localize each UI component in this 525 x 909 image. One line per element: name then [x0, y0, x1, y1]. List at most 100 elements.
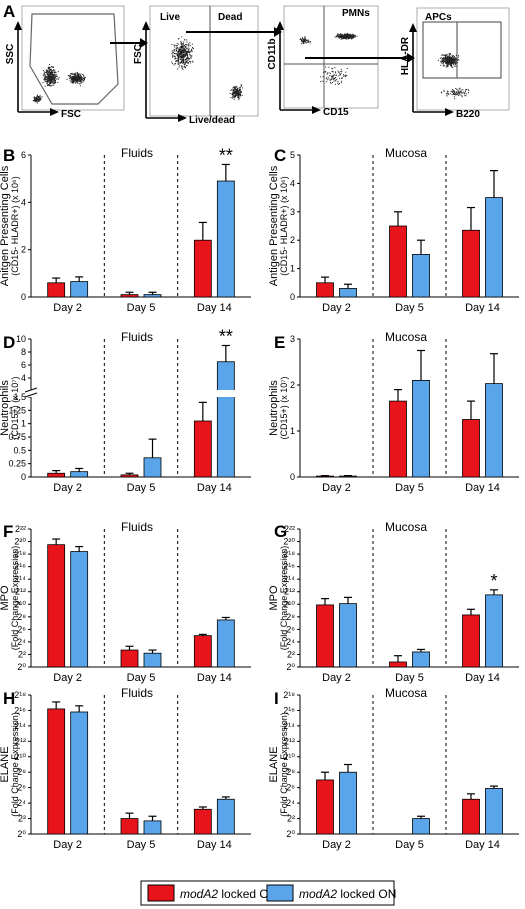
flow-event: [181, 47, 183, 49]
flow-event: [184, 54, 186, 56]
flow-event: [335, 74, 337, 76]
flow-event: [33, 100, 34, 102]
chart-h: H Fluids 2⁰ 2² 2⁴ 2⁶ 2⁸ 2¹⁰ 2¹² 2¹⁴ 2¹⁶ 2¹⁸ ELANE (Fo…: [0, 686, 251, 851]
panel-label: E: [274, 333, 285, 352]
flow-event: [182, 46, 184, 47]
flow-event: [49, 78, 51, 79]
flow-event: [180, 52, 182, 54]
flow-event: [233, 92, 234, 93]
flow-event: [182, 59, 184, 61]
y-tick-label: 2: [21, 245, 26, 255]
flow-event: [75, 77, 77, 79]
chart-g: G Mucosa 2⁰ 2² 2⁴ 2⁶ 2⁸ 2¹⁰ 2¹² 2¹⁴ 2¹⁶ 2¹⁸ 2²⁰ 2²² MP…: [268, 520, 519, 684]
flow-event: [79, 78, 81, 80]
flow-event: [178, 56, 180, 58]
flow-event: [180, 53, 182, 55]
flow-event: [351, 38, 353, 40]
flow-event: [238, 99, 240, 101]
flow-event: [456, 91, 458, 93]
flow-event: [457, 59, 459, 61]
flow-event: [177, 68, 179, 70]
flow-event: [51, 74, 53, 76]
flow-event: [453, 96, 455, 98]
flow-event: [351, 37, 353, 39]
flow-event: [58, 77, 60, 79]
flow-event: [70, 82, 72, 84]
y-tick-label: 2⁸: [286, 767, 295, 777]
flow-y-label: SSC: [5, 44, 16, 65]
flow-event: [187, 49, 189, 51]
flow-event: [185, 67, 186, 69]
flow-event: [446, 59, 448, 61]
flow-event: [175, 44, 177, 46]
flow-event: [235, 92, 237, 94]
flow-event: [304, 37, 306, 39]
flow-event: [35, 99, 37, 101]
flow-event: [346, 68, 348, 69]
flow-event: [181, 47, 182, 48]
flow-event: [339, 35, 341, 37]
flow-event: [446, 57, 448, 59]
flow-event: [455, 63, 457, 64]
flow-event: [182, 58, 184, 60]
flow-event: [343, 75, 345, 77]
flow-event: [180, 46, 182, 47]
flow-event: [230, 89, 232, 91]
flow-event: [309, 42, 311, 44]
flow-event: [182, 50, 184, 52]
flow-event: [335, 72, 337, 74]
flow-event: [81, 77, 83, 79]
y-axis-sublabel: (Fold Change Expression): [279, 712, 289, 817]
flow-event: [181, 56, 183, 58]
flow-event: [338, 37, 340, 39]
flow-event: [340, 68, 342, 70]
flow-event: [235, 85, 237, 87]
flow-event: [450, 90, 452, 92]
flow-event: [303, 40, 305, 42]
flow-event: [441, 54, 443, 56]
flow-event: [238, 92, 240, 94]
flow-event: [456, 93, 458, 95]
flow-event: [233, 95, 235, 97]
flow-event: [346, 32, 348, 34]
flow-event: [82, 80, 84, 82]
flow-event: [84, 77, 86, 79]
flow-event: [78, 78, 79, 80]
flow-event: [231, 93, 233, 95]
flow-event: [349, 37, 351, 39]
flow-event: [236, 90, 238, 92]
chart-title: Fluids: [121, 146, 153, 160]
flow-event: [47, 70, 49, 71]
chart-title: Mucosa: [385, 520, 427, 534]
flow-event: [46, 71, 47, 73]
flow-event: [185, 59, 187, 61]
flow-event: [448, 63, 450, 65]
flow-event: [82, 78, 83, 80]
flow-event: [452, 60, 454, 62]
axis-break-mark: [24, 387, 38, 393]
flow-event: [453, 63, 455, 65]
flow-event: [176, 54, 178, 56]
flow-event: [232, 87, 234, 89]
y-tick-label: 0: [290, 472, 295, 482]
flow-event: [37, 96, 39, 98]
flow-event: [70, 73, 72, 75]
flow-event: [442, 62, 444, 64]
axis-break-gap: [25, 390, 37, 397]
flow-event: [49, 79, 51, 81]
flow-event: [234, 92, 236, 94]
flow-event: [173, 45, 175, 47]
flow-event: [79, 82, 81, 84]
flow-event: [54, 77, 56, 79]
flow-event: [237, 88, 238, 90]
flow-event: [80, 80, 82, 82]
flow-event: [54, 81, 56, 82]
flow-event: [73, 77, 75, 79]
flow-event: [350, 36, 352, 38]
flow-event: [52, 80, 54, 82]
bar: [412, 379, 430, 478]
flow-event: [341, 70, 343, 72]
flow-event: [450, 65, 452, 67]
flow-event: [186, 51, 188, 52]
flow-event: [309, 41, 311, 43]
